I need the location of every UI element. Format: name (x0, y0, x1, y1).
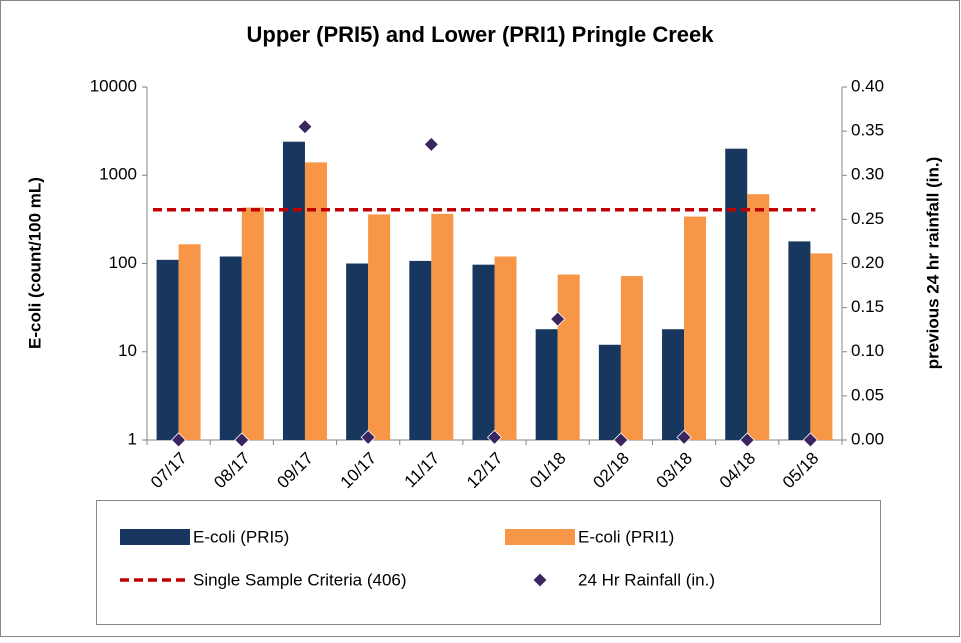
legend-label: E-coli (PRI5) (193, 527, 289, 546)
y2-axis-label: previous 24 hr rainfall (in.) (923, 157, 942, 370)
y-tick-label: 100 (109, 253, 137, 272)
legend-swatch (120, 529, 190, 545)
bar (598, 344, 621, 440)
legend-label: 24 Hr Rainfall (in.) (578, 570, 715, 589)
bar (788, 241, 811, 440)
bar (494, 256, 517, 440)
y2-tick-label: 0.30 (851, 165, 884, 184)
bar (304, 162, 327, 441)
bar (431, 213, 454, 440)
chart-title: Upper (PRI5) and Lower (PRI1) Pringle Cr… (247, 22, 715, 47)
bar (535, 329, 558, 440)
bar (178, 244, 201, 440)
y2-tick-label: 0.25 (851, 209, 884, 228)
bar (346, 263, 369, 440)
y2-tick-label: 0.10 (851, 341, 884, 360)
rainfall-marker (550, 311, 566, 327)
bar (684, 216, 707, 440)
bar (472, 264, 495, 440)
legend-label: Single Sample Criteria (406) (193, 570, 407, 589)
y2-tick-label: 0.05 (851, 385, 884, 404)
bar (662, 329, 685, 440)
legend-box (96, 500, 881, 625)
legend-swatch (532, 572, 548, 588)
y2-tick-label: 0.35 (851, 121, 884, 140)
rainfall-marker (676, 429, 692, 445)
legend-swatch (505, 529, 575, 545)
bar (219, 256, 242, 440)
bar (282, 141, 305, 441)
y-tick-label: 10000 (90, 76, 137, 95)
y-axis-label: E-coli (count/100 mL) (25, 177, 44, 349)
y2-tick-label: 0.20 (851, 253, 884, 272)
rainfall-marker (423, 136, 439, 152)
y-tick-label: 10 (118, 341, 137, 360)
y2-tick-label: 0.15 (851, 297, 884, 316)
rainfall-marker (486, 429, 503, 445)
bar (156, 259, 179, 440)
bar (241, 207, 264, 440)
bar (409, 260, 432, 440)
y2-tick-label: 0.40 (851, 76, 884, 95)
rainfall-marker (234, 432, 250, 448)
y2-tick-label: 0.00 (851, 429, 884, 448)
rainfall-marker (739, 432, 755, 448)
y-tick-label: 1 (128, 429, 137, 448)
rainfall-marker (802, 432, 818, 448)
bar (747, 194, 770, 440)
rainfall-marker (297, 119, 313, 135)
y-tick-label: 1000 (99, 165, 137, 184)
rainfall-marker (171, 432, 187, 448)
rainfall-marker (360, 429, 376, 445)
bar (557, 274, 580, 440)
rainfall-marker (613, 432, 629, 448)
bar (725, 148, 748, 441)
bar (368, 214, 391, 440)
bar (810, 253, 833, 440)
legend-label: E-coli (PRI1) (578, 527, 674, 546)
bar (620, 276, 643, 440)
